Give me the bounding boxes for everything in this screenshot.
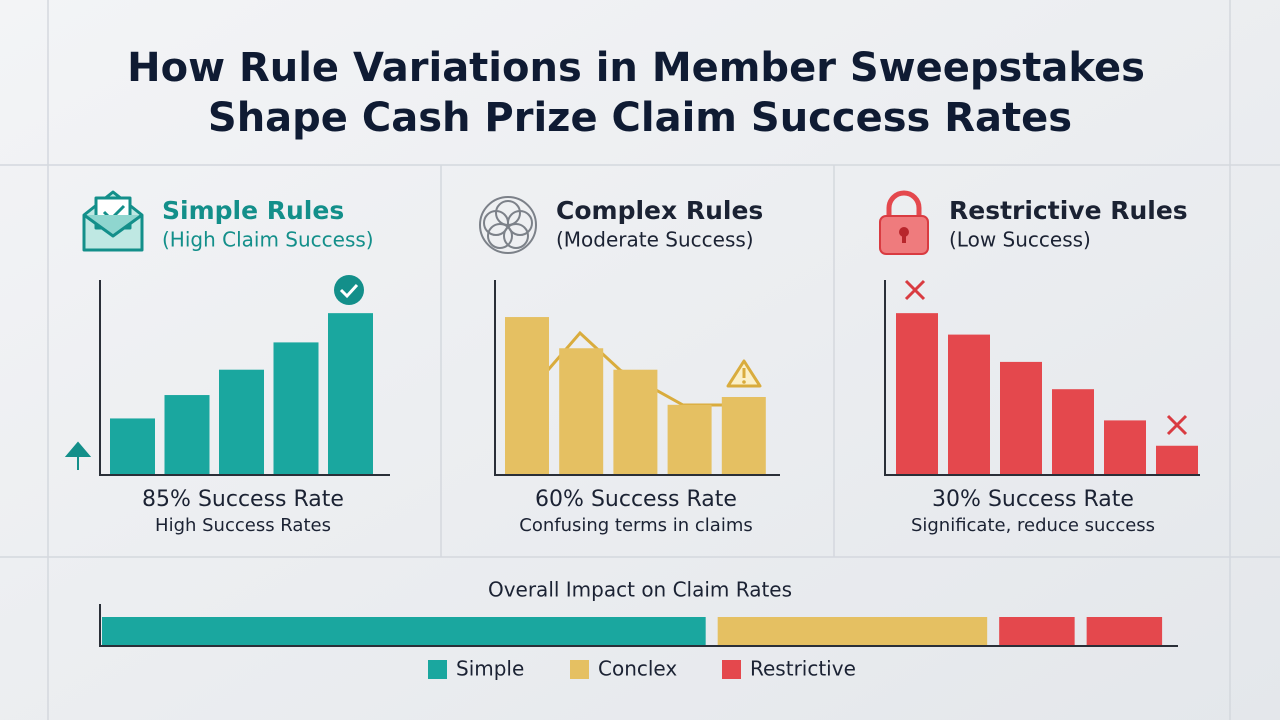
caption: Significate, reduce success xyxy=(911,515,1155,536)
axis xyxy=(494,280,780,476)
bar xyxy=(110,418,155,475)
stacked-segment xyxy=(1086,617,1163,645)
stacked-segment xyxy=(102,617,706,645)
legend-label: Restrictive xyxy=(750,657,856,681)
x-marks xyxy=(904,279,1188,436)
rate-label: 60% Success Rate xyxy=(535,487,737,512)
bar xyxy=(328,313,373,475)
stacked-segment xyxy=(999,617,1075,645)
bar xyxy=(559,348,604,475)
bar xyxy=(219,369,264,475)
bar xyxy=(613,369,658,475)
knot-icon xyxy=(479,196,537,254)
rate-label: 30% Success Rate xyxy=(932,487,1134,512)
bar xyxy=(667,404,712,475)
lock-icon xyxy=(879,190,929,255)
bar xyxy=(1156,445,1198,475)
panel-subheading: (Low Success) xyxy=(949,228,1091,252)
bar xyxy=(896,313,938,475)
panel-subheading: (High Claim Success) xyxy=(162,228,374,252)
warning-icon xyxy=(726,359,762,388)
panel-heading: Restrictive Rules xyxy=(949,196,1188,225)
panel-subheading: (Moderate Success) xyxy=(556,228,754,252)
axis xyxy=(99,604,1178,647)
axis xyxy=(884,280,1200,476)
caption: High Success Rates xyxy=(155,515,331,536)
legend-swatch xyxy=(428,660,447,679)
legend-label: Simple xyxy=(456,657,524,681)
bar xyxy=(721,397,766,475)
title-line: Shape Cash Prize Claim Success Rates xyxy=(208,95,1072,141)
up-arrow xyxy=(64,441,92,470)
bar xyxy=(1104,420,1146,475)
legend-label: Conclex xyxy=(598,657,677,681)
section-title: Overall Impact on Claim Rates xyxy=(488,578,792,602)
bar xyxy=(1052,389,1094,475)
bar xyxy=(1000,361,1042,475)
legend-swatch xyxy=(722,660,741,679)
bar xyxy=(273,342,319,475)
envelope-icon xyxy=(82,190,144,252)
title-line: How Rule Variations in Member Sweepstake… xyxy=(127,45,1145,91)
stacked-segment xyxy=(717,617,988,645)
panel-heading: Simple Rules xyxy=(162,196,344,225)
axis xyxy=(99,280,390,476)
bar xyxy=(948,334,990,475)
legend-swatch xyxy=(570,660,589,679)
caption: Confusing terms in claims xyxy=(519,515,753,536)
panel-heading: Complex Rules xyxy=(556,196,763,225)
check-badge xyxy=(334,275,364,305)
bar xyxy=(164,395,210,475)
bar xyxy=(505,317,549,475)
rate-label: 85% Success Rate xyxy=(142,487,344,512)
